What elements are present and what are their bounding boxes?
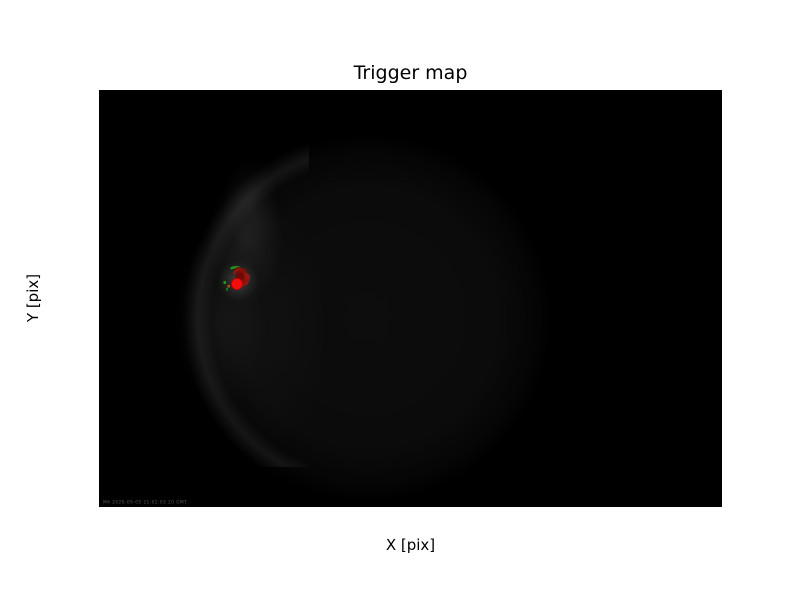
stray-orange-pixel <box>227 285 230 288</box>
field-of-view-rim-glow <box>99 130 309 467</box>
detection-bright-core <box>230 277 243 290</box>
stray-green-pixel <box>226 288 228 291</box>
x-axis-label: X [pix] <box>385 536 436 554</box>
y-axis-label: Y [pix] <box>24 273 42 323</box>
plot-area: M4 2020-09-05 21:02:03.20 GMT 0200400600… <box>99 90 722 507</box>
timestamp-watermark: M4 2020-09-05 21:02:03.20 GMT <box>103 499 188 505</box>
trigger-detection-marker <box>223 265 250 291</box>
stray-green-pixel <box>223 281 226 284</box>
chart-title: Trigger map <box>353 62 468 84</box>
